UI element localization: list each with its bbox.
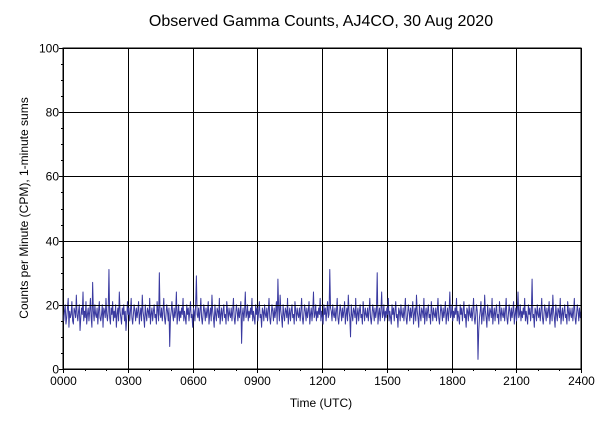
y-tick-label: 20	[46, 299, 60, 313]
y-tick-label: 60	[46, 170, 60, 184]
x-axis-label: Time (UTC)	[290, 396, 352, 410]
chart-title: Observed Gamma Counts, AJ4CO, 30 Aug 202…	[149, 13, 493, 30]
series-line-gamma-cpm	[62, 268, 582, 360]
x-tick-label: 1500	[374, 374, 401, 388]
y-tick-label: 100	[39, 42, 59, 56]
y-tick-label: 0	[52, 363, 59, 377]
x-tick-label: 2400	[568, 374, 595, 388]
grid-lines	[63, 48, 582, 370]
y-axis-label: Counts per Minute (CPM), 1-minute sums	[17, 97, 31, 318]
series-layer	[62, 268, 582, 360]
y-tick-label: 80	[46, 106, 60, 120]
tick-layer: 0 20 40 60 80 100 0000 0300 0600 0900 1200 1500 1800…	[39, 42, 595, 389]
x-tick-label: 0600	[180, 374, 207, 388]
x-tick-label: 2100	[503, 374, 530, 388]
y-tick-label: 40	[46, 235, 60, 249]
x-tick-label: 0300	[115, 374, 142, 388]
x-tick-label: 1800	[439, 374, 466, 388]
x-tick-label: 0900	[244, 374, 271, 388]
x-tick-label: 1200	[309, 374, 336, 388]
plot-area-frame	[62, 47, 582, 370]
x-tick-label: 0000	[50, 374, 77, 388]
